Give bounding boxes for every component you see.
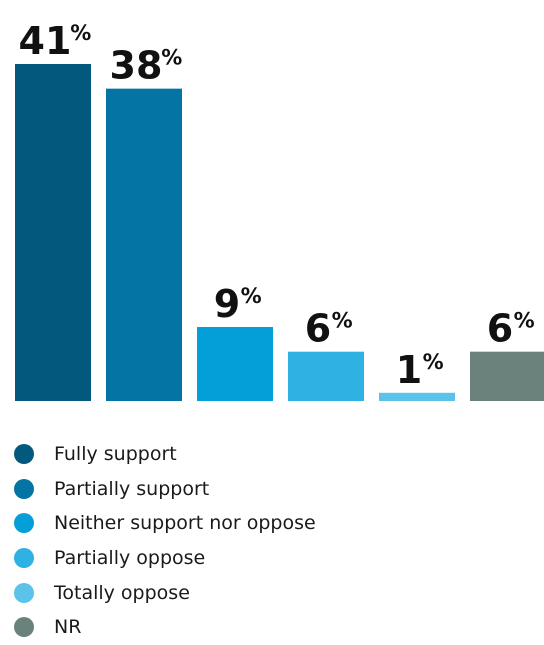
legend-label: Partially support <box>54 477 210 500</box>
bar-chart: 41%38%9 %6 %1 %6% <box>15 19 544 401</box>
data-label-1: 38 <box>110 44 163 88</box>
percent-sign-0: % <box>70 21 91 45</box>
percent-sign-2: % <box>241 284 262 308</box>
legend-swatch-icon <box>14 478 34 499</box>
percent-sign-3: % <box>332 309 353 333</box>
data-label-5: 6 <box>487 307 513 351</box>
legend-label: Partially oppose <box>54 547 206 570</box>
legend-label: Fully support <box>54 443 177 466</box>
bar-4 <box>379 392 455 401</box>
legend-swatch-icon <box>14 444 34 465</box>
legend-label: Neither support nor oppose <box>54 512 316 535</box>
bar-5 <box>470 351 544 401</box>
legend-swatch-icon <box>14 582 34 603</box>
legend-swatch-icon <box>14 513 34 534</box>
data-label-0: 41 <box>19 19 72 63</box>
bar-1 <box>106 88 182 401</box>
legend-swatch-icon <box>14 617 34 638</box>
legend-item: Fully support <box>14 437 316 472</box>
legend-label: Totally oppose <box>54 581 190 604</box>
data-label-3: 6 <box>305 307 331 351</box>
bar-2 <box>197 327 273 401</box>
legend-item: Totally oppose <box>14 575 316 610</box>
percent-sign-4: % <box>423 350 444 374</box>
percent-sign-5: % <box>514 309 535 333</box>
data-label-2: 9 <box>214 282 240 326</box>
bar-0 <box>15 64 91 401</box>
legend-item: NR <box>14 610 316 645</box>
legend-label: NR <box>54 616 82 639</box>
bar-3 <box>288 351 364 401</box>
percent-sign-1: % <box>161 46 182 70</box>
data-label-4: 1 <box>396 348 422 392</box>
legend-item: Neither support nor oppose <box>14 506 316 541</box>
legend-swatch-icon <box>14 548 34 569</box>
legend-item: Partially support <box>14 472 316 507</box>
chart-legend: Fully support Partially support Neither su… <box>14 437 316 645</box>
legend-item: Partially oppose <box>14 541 316 576</box>
